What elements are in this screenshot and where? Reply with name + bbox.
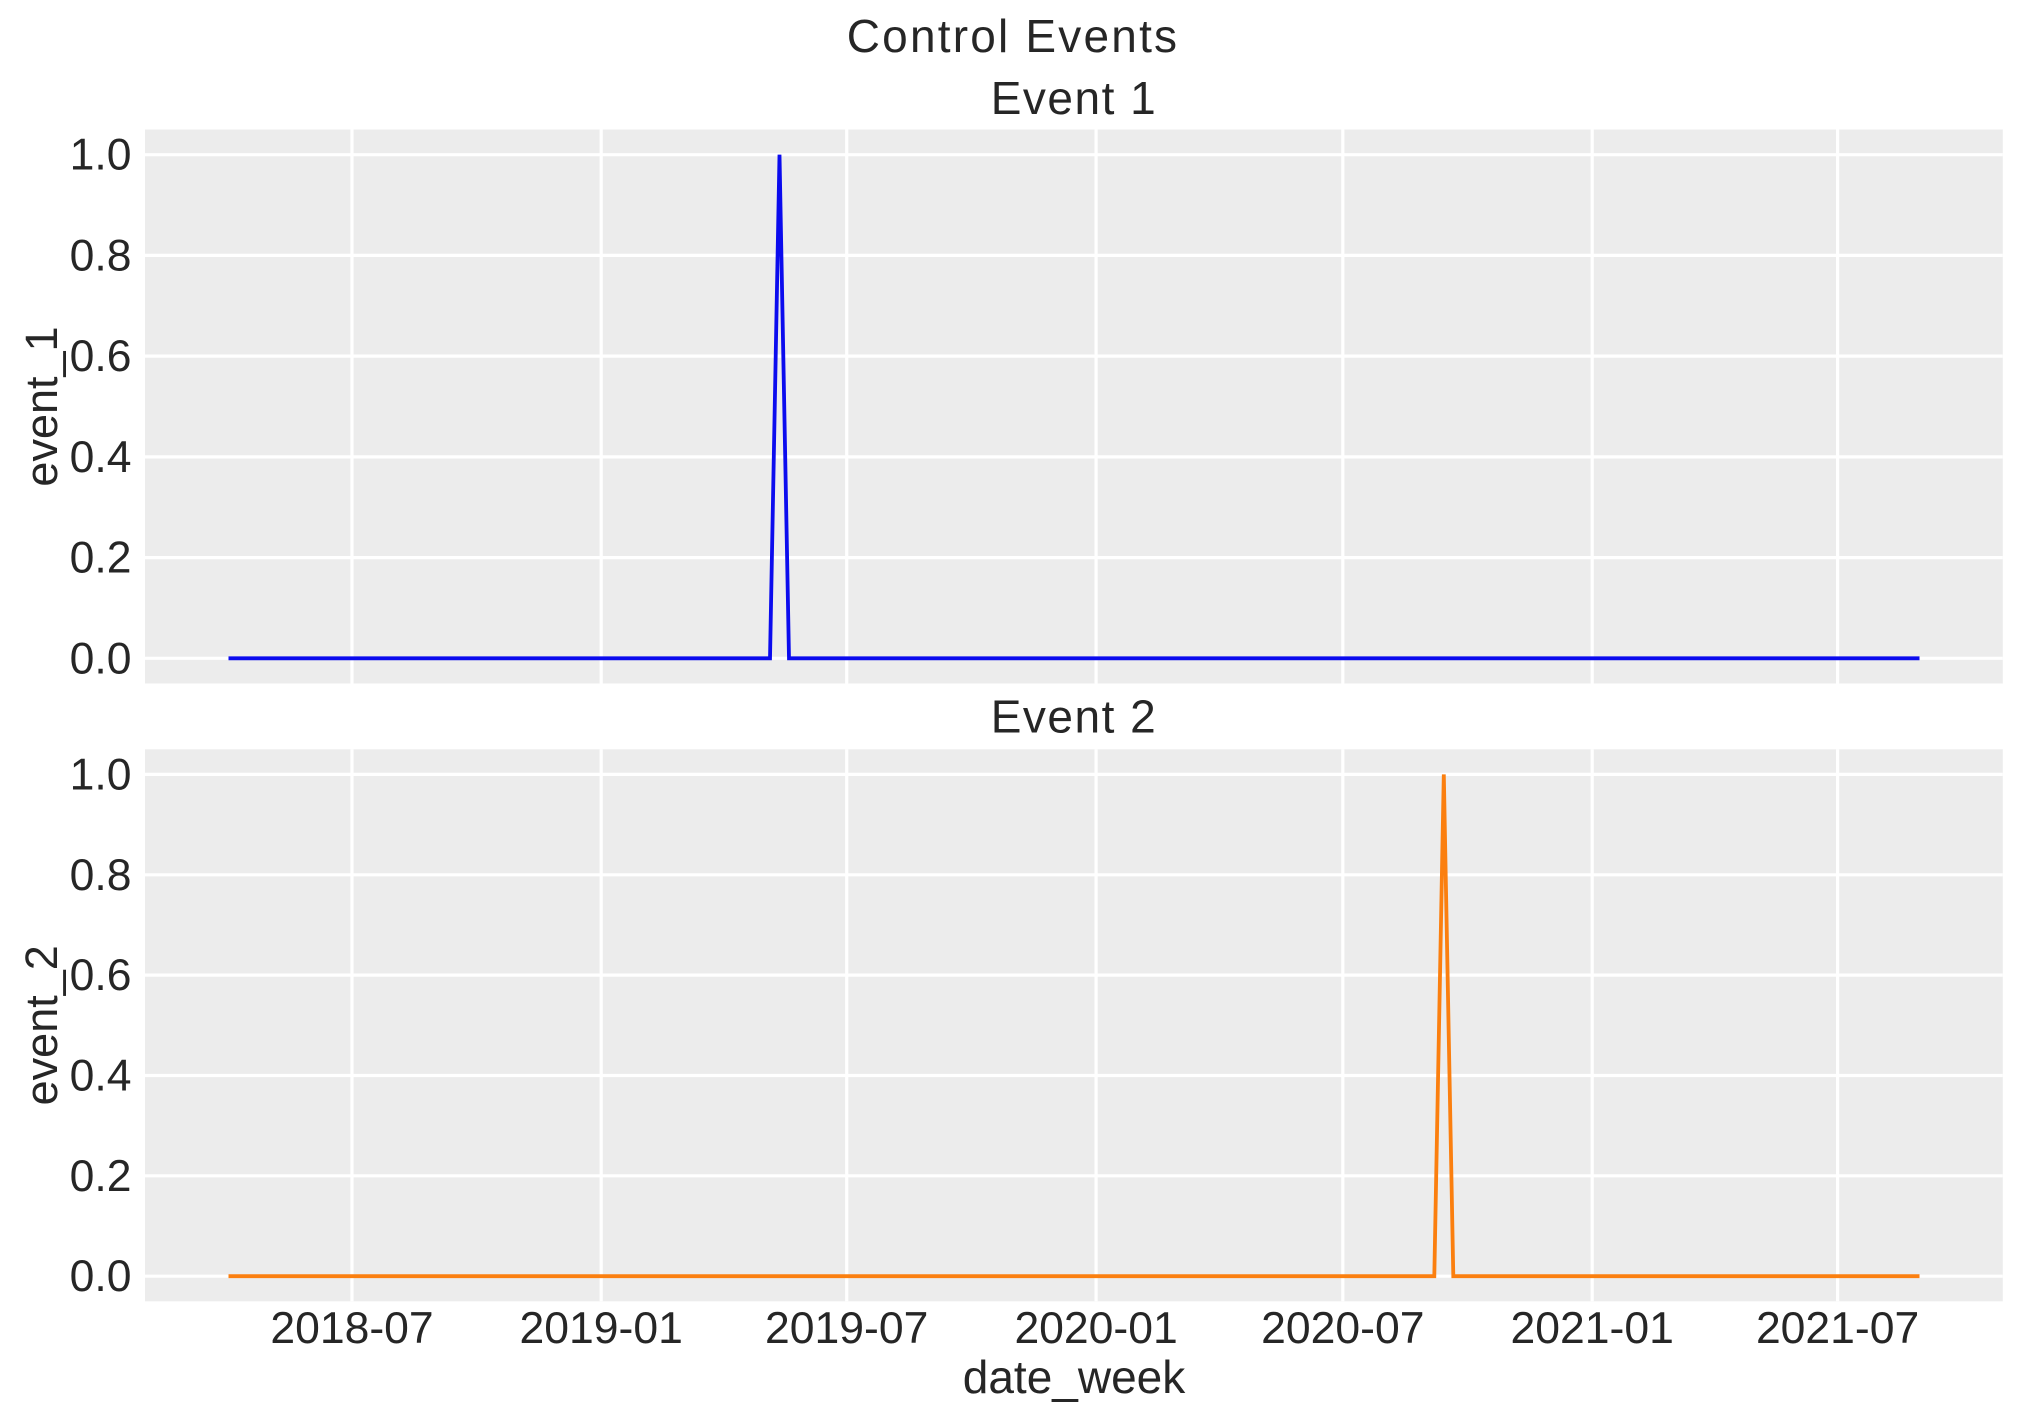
svg-text:1.0: 1.0 xyxy=(70,131,132,180)
svg-text:event_1: event_1 xyxy=(16,326,67,486)
svg-text:2021-01: 2021-01 xyxy=(1511,1304,1674,1353)
svg-text:Event 2: Event 2 xyxy=(991,691,1158,743)
svg-text:2018-07: 2018-07 xyxy=(270,1304,433,1353)
svg-text:Control Events: Control Events xyxy=(847,10,1180,62)
svg-text:0.2: 0.2 xyxy=(70,1152,132,1201)
svg-text:0.4: 0.4 xyxy=(70,433,132,482)
svg-text:0.0: 0.0 xyxy=(70,634,132,683)
svg-text:2021-07: 2021-07 xyxy=(1756,1304,1919,1353)
svg-text:0.2: 0.2 xyxy=(70,534,132,583)
svg-text:2019-07: 2019-07 xyxy=(765,1304,928,1353)
svg-text:2020-07: 2020-07 xyxy=(1261,1304,1424,1353)
svg-text:0.6: 0.6 xyxy=(70,332,132,381)
svg-text:0.8: 0.8 xyxy=(70,231,132,280)
svg-text:date_week: date_week xyxy=(963,1351,1186,1403)
svg-text:2019-01: 2019-01 xyxy=(520,1304,683,1353)
svg-text:0.0: 0.0 xyxy=(70,1252,132,1301)
svg-text:0.8: 0.8 xyxy=(70,851,132,900)
svg-text:1.0: 1.0 xyxy=(70,750,132,799)
svg-text:0.4: 0.4 xyxy=(70,1052,132,1101)
svg-text:Event 1: Event 1 xyxy=(991,72,1158,124)
svg-text:2020-01: 2020-01 xyxy=(1014,1304,1177,1353)
svg-text:0.6: 0.6 xyxy=(70,951,132,1000)
svg-text:event_2: event_2 xyxy=(16,945,67,1105)
